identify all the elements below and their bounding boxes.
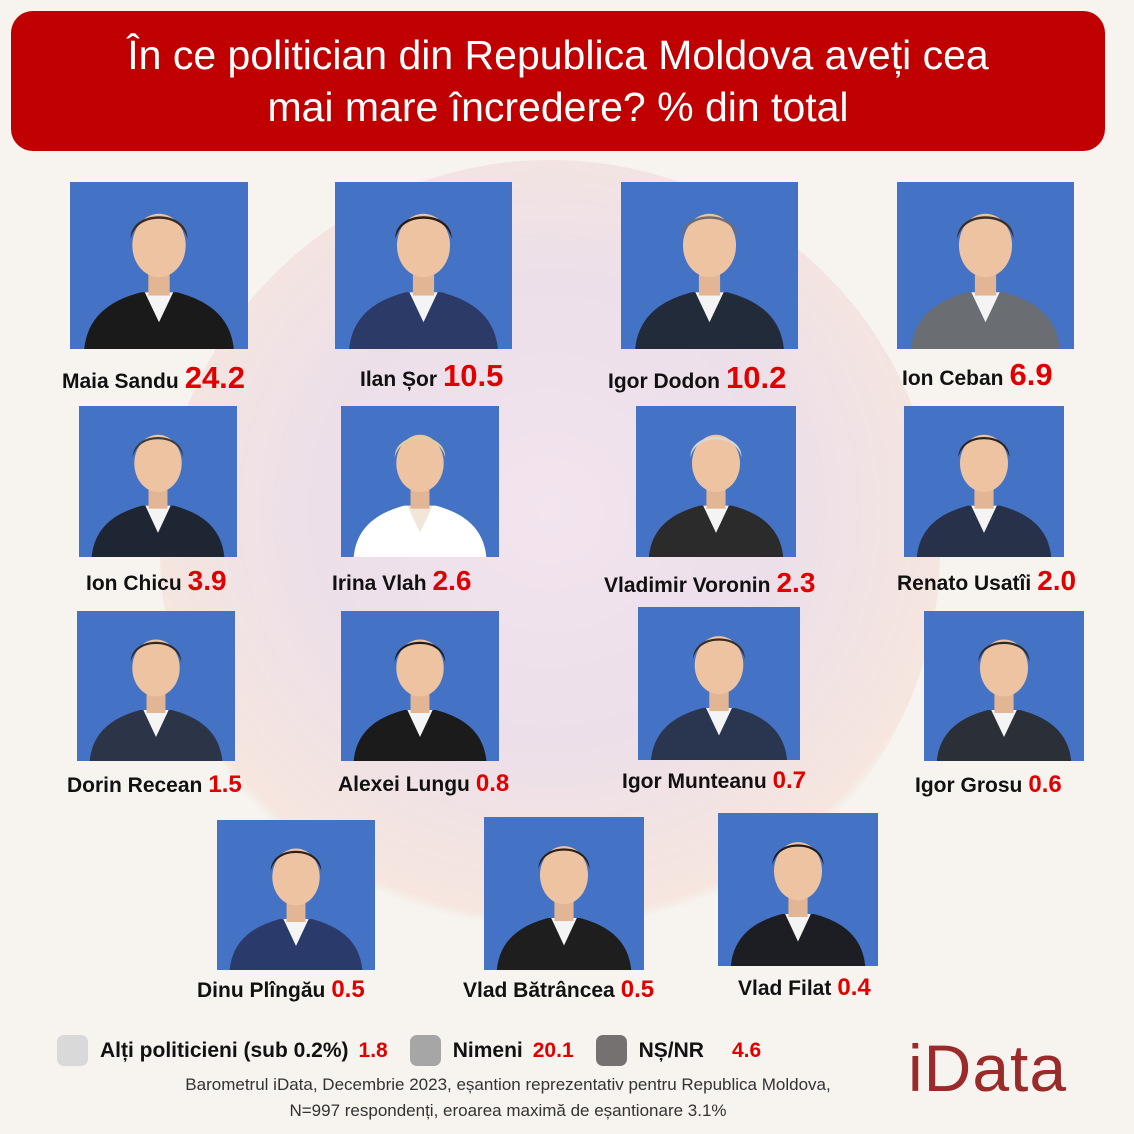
idata-logo: iData [908,1031,1068,1105]
portrait-photo [79,406,237,557]
portrait-photo [70,182,248,349]
politician-label: Ion Chicu 3.9 [86,565,227,597]
person-silhouette-icon [353,639,487,761]
person-silhouette-icon [496,846,632,970]
politician-label: Dorin Recean 1.5 [67,771,242,799]
portrait-photo [636,406,796,557]
politician-label: Alexei Lungu 0.8 [338,770,509,798]
politician-name: Ion Ceban [902,367,1004,390]
legend-label: NȘ/NR [638,1038,704,1062]
legend-item-nobody: Nimeni 20.1 [409,1035,574,1066]
trust-value: 0.5 [331,976,365,1003]
person-silhouette-icon [229,848,363,970]
portrait-photo [621,182,798,349]
person-silhouette-icon [936,639,1072,761]
person-silhouette-icon [84,213,234,349]
person-silhouette-icon [650,636,788,760]
portrait-photo [77,611,235,761]
trust-value: 3.9 [187,565,227,596]
person-silhouette-icon [349,213,498,349]
politician-name: Renato Usatîi [897,572,1032,595]
politician-label: Igor Grosu 0.6 [915,771,1062,799]
politician-name: Maia Sandu [62,370,179,393]
trust-value: 0.6 [1028,771,1062,798]
trust-value: 24.2 [184,360,246,395]
trust-value: 0.4 [837,974,871,1001]
portrait-photo [341,611,499,761]
person-silhouette-icon [648,434,784,557]
politician-label: Renato Usatîi 2.0 [897,565,1076,597]
legend-value: 20.1 [532,1038,574,1062]
person-silhouette-icon [91,434,225,557]
politician-name: Ilan Șor [360,368,438,391]
portrait-photo [924,611,1084,761]
background-circle [160,160,940,940]
legend-value: 1.8 [358,1038,388,1062]
politician-name: Vlad Filat [738,977,832,1000]
portrait-photo [897,182,1074,349]
legend-item-others: Alți politicieni (sub 0.2%) 1.8 [57,1035,388,1066]
politician-name: Igor Munteanu [622,770,767,793]
title-banner: În ce politician din Republica Moldova a… [11,11,1105,151]
portrait-photo [904,406,1064,557]
portrait-photo [335,182,512,349]
politician-label: Vladimir Voronin 2.3 [604,567,815,599]
portrait-photo [638,607,800,760]
person-silhouette-icon [730,842,866,966]
portrait-photo [341,406,499,557]
legend: Alți politicieni (sub 0.2%) 1.8 Nimeni 2… [57,1035,783,1066]
trust-value: 2.3 [776,567,816,598]
politician-name: Irina Vlah [332,572,427,595]
legend-swatch [57,1035,88,1066]
politician-label: Ilan Șor 10.5 [360,358,503,394]
politician-name: Igor Grosu [915,774,1023,797]
portrait-photo [217,820,375,970]
legend-swatch [595,1035,627,1066]
trust-value: 2.6 [432,565,472,596]
politician-name: Vladimir Voronin [604,574,771,597]
trust-value: 1.5 [208,771,242,798]
person-silhouette-icon [89,639,223,761]
politician-label: Maia Sandu 24.2 [62,360,245,396]
legend-value: 4.6 [731,1038,762,1062]
chart-title: În ce politician din Republica Moldova a… [127,32,989,130]
source-line-1: Barometrul iData, Decembrie 2023, eșanti… [185,1075,831,1094]
trust-value: 10.2 [725,360,787,395]
person-silhouette-icon [635,213,784,349]
politician-label: Ion Ceban 6.9 [902,357,1053,393]
source-note: Barometrul iData, Decembrie 2023, eșanti… [130,1072,886,1124]
portrait-photo [484,817,644,970]
source-line-2: N=997 respondenți, eroarea maximă de eșa… [289,1101,727,1120]
politician-name: Ion Chicu [86,572,182,595]
politician-name: Dorin Recean [67,774,203,797]
politician-name: Dinu Plîngău [197,979,326,1002]
legend-label: Alți politicieni (sub 0.2%) [100,1038,349,1062]
legend-item-dk-na: NȘ/NR 4.6 [595,1035,762,1066]
politician-label: Dinu Plîngău 0.5 [197,976,365,1004]
politician-label: Vlad Filat 0.4 [738,974,871,1002]
politician-name: Igor Dodon [608,370,720,393]
trust-value: 2.0 [1037,565,1077,596]
legend-label: Nimeni [452,1038,523,1062]
trust-value: 6.9 [1009,357,1053,392]
politician-label: Igor Dodon 10.2 [608,360,786,396]
portrait-photo [718,813,878,966]
person-silhouette-icon [911,213,1060,349]
person-silhouette-icon [916,434,1052,557]
trust-value: 0.7 [772,767,807,794]
politician-name: Vlad Bătrâncea [463,979,615,1002]
trust-value: 0.8 [475,770,510,797]
person-silhouette-icon [353,434,487,557]
trust-value: 0.5 [620,976,655,1003]
legend-swatch [409,1035,441,1066]
politician-label: Irina Vlah 2.6 [332,565,471,597]
politician-name: Alexei Lungu [338,773,470,796]
politician-label: Vlad Bătrâncea 0.5 [463,976,654,1004]
trust-value: 10.5 [443,358,504,393]
politician-label: Igor Munteanu 0.7 [622,767,806,795]
